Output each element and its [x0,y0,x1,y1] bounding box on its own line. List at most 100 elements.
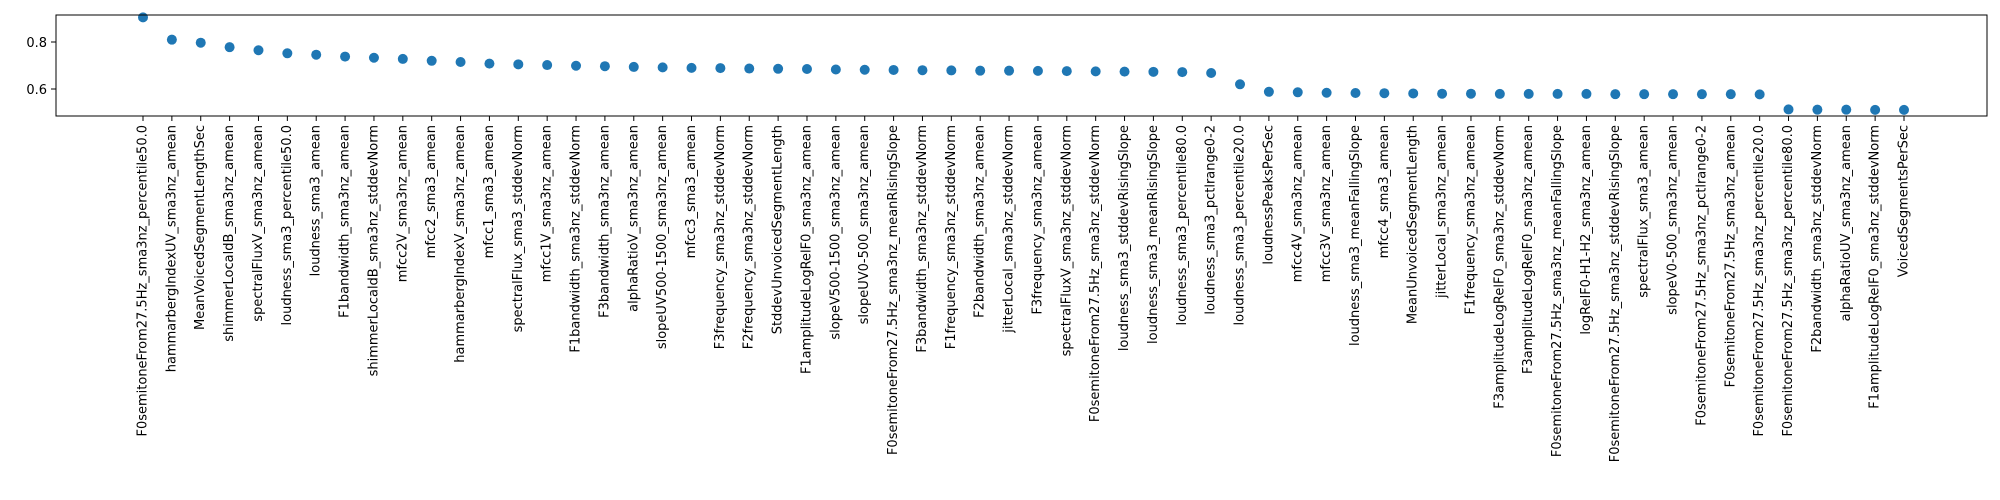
x-tick-label: alphaRatioV_sma3nz_amean [626,125,641,312]
data-point [1494,88,1505,99]
x-tick-label: mfcc2_sma3_amean [424,125,439,258]
data-point [253,45,264,56]
data-point [1206,68,1217,79]
data-point [1870,104,1881,115]
data-point [1899,104,1909,115]
data-point [542,60,553,71]
data-point [1437,88,1448,99]
x-tick-label: VoicedSegmentsPerSec [1897,125,1912,277]
data-point [859,64,870,75]
x-tick-label: F0semitoneFrom27.5Hz_sma3nz_meanFallingS… [1550,125,1565,457]
x-tick-label: mfcc4_sma3_amean [1377,125,1392,258]
data-point [599,61,610,72]
data-point [1841,104,1852,115]
data-point [1148,66,1159,77]
x-tick-label: F2bandwidth_sma3nz_stddevNorm [1810,125,1825,353]
data-point [1090,66,1101,77]
x-tick-label: F3frequency_sma3nz_amean [1030,125,1045,315]
data-point [282,48,293,59]
data-point [1032,65,1043,76]
data-point [484,58,495,69]
data-point [1523,88,1534,99]
x-tick-label: hammarbergIndexV_sma3nz_amean [453,125,468,363]
x-tick-label: F0semitoneFrom27.5Hz_sma3nz_percentile50… [136,125,151,437]
x-tick-label: F0semitoneFrom27.5Hz_sma3nz_percentile20… [1752,125,1767,437]
x-tick-label: mfcc3V_sma3nz_amean [1319,125,1334,282]
data-point [1552,88,1563,99]
x-tick-label: jitterLocal_sma3nz_amean [1435,125,1450,299]
y-tick-label: 0.6 [26,83,47,98]
data-point [628,61,639,72]
x-tick-label: mfcc3_sma3_amean [684,125,699,258]
data-point [455,56,466,67]
x-tick-label: loudness_sma3_meanFallingSlope [1348,125,1363,346]
x-tick-label: MeanVoicedSegmentLengthSec [193,125,208,330]
data-point [888,64,899,75]
data-point [946,65,957,76]
x-tick-label: spectralFlux_sma3_amean [1637,125,1652,298]
x-tick-label: F2bandwidth_sma3nz_amean [973,125,988,318]
x-tick-label: F0semitoneFrom27.5Hz_sma3nz_pctlrange0-2 [1694,125,1709,426]
x-tick-label: mfcc1V_sma3nz_amean [540,125,555,282]
x-axis: F0semitoneFrom27.5Hz_sma3nz_percentile50… [136,116,1912,462]
x-tick-label: slopeUV500-1500_sma3nz_amean [655,125,670,349]
x-tick-label: F1amplitudeLogRelF0_sma3nz_amean [799,125,814,374]
x-tick-label: F3frequency_sma3nz_stddevNorm [713,125,728,349]
data-point [917,65,928,76]
x-tick-label: F1bandwidth_sma3nz_stddevNorm [569,125,584,353]
x-tick-label: StddevUnvoicedSegmentLength [771,125,786,334]
data-point [1321,87,1332,98]
data-point [1119,66,1130,77]
x-tick-label: loudness_sma3_percentile20.0 [1233,125,1248,325]
data-point [311,49,322,60]
x-tick-label: F3amplitudeLogRelF0_sma3nz_stddevNorm [1492,125,1507,409]
data-point [571,60,582,71]
x-tick-label: shimmerLocaldB_sma3nz_amean [222,125,237,342]
x-tick-label: F0semitoneFrom27.5Hz_sma3nz_percentile80… [1781,125,1796,437]
data-point [686,62,697,73]
x-tick-label: F1frequency_sma3nz_stddevNorm [944,125,959,349]
x-tick-label: loudness_sma3_pctlrange0-2 [1204,125,1219,315]
data-point [744,63,755,74]
x-tick-label: MeanUnvoicedSegmentLength [1406,125,1421,324]
data-point [166,34,177,45]
data-point [1061,66,1072,77]
x-tick-label: alphaRatioUV_sma3nz_amean [1839,125,1854,321]
data-point [426,55,437,66]
data-point [1465,88,1476,99]
x-tick-label: loudness_sma3_meanRisingSlope [1146,125,1161,344]
data-point [1177,67,1188,78]
x-tick-label: hammarbergIndexUV_sma3nz_amean [164,125,179,372]
data-point [1783,104,1794,115]
x-tick-label: spectralFluxV_sma3nz_stddevNorm [1059,125,1074,356]
plot-area [138,12,1909,115]
x-tick-label: spectralFlux_sma3_stddevNorm [511,125,526,332]
x-tick-label: loudness_sma3_percentile80.0 [1175,125,1190,325]
x-tick-label: slopeV500-1500_sma3nz_amean [828,125,843,340]
data-point [340,51,351,62]
data-point [1379,88,1390,99]
x-tick-label: slopeUV0-500_sma3nz_amean [857,125,872,324]
x-tick-label: loudness_sma3_percentile50.0 [280,125,295,325]
data-point [801,64,812,75]
data-point [975,65,986,76]
data-point [1235,79,1246,90]
x-tick-label: F1frequency_sma3nz_amean [1463,125,1478,315]
x-tick-label: spectralFluxV_sma3nz_amean [251,125,266,322]
x-tick-label: slopeV0-500_sma3nz_amean [1666,125,1681,315]
data-point [1696,89,1707,100]
data-point [1004,65,1015,76]
data-point [1350,87,1361,98]
x-tick-label: shimmerLocaldB_sma3nz_stddevNorm [366,125,381,376]
x-tick-label: F0semitoneFrom27.5Hz_sma3nz_stddevNorm [1088,125,1103,422]
y-tick-label: 0.8 [26,36,47,51]
data-point [1610,89,1621,100]
x-tick-label: mfcc1_sma3_amean [482,125,497,258]
x-tick-label: F1amplitudeLogRelF0_sma3nz_stddevNorm [1868,125,1883,409]
x-tick-label: loudnessPeaksPerSec [1261,125,1276,265]
data-point [1292,87,1303,98]
data-point [224,42,235,53]
data-point [1725,89,1736,100]
